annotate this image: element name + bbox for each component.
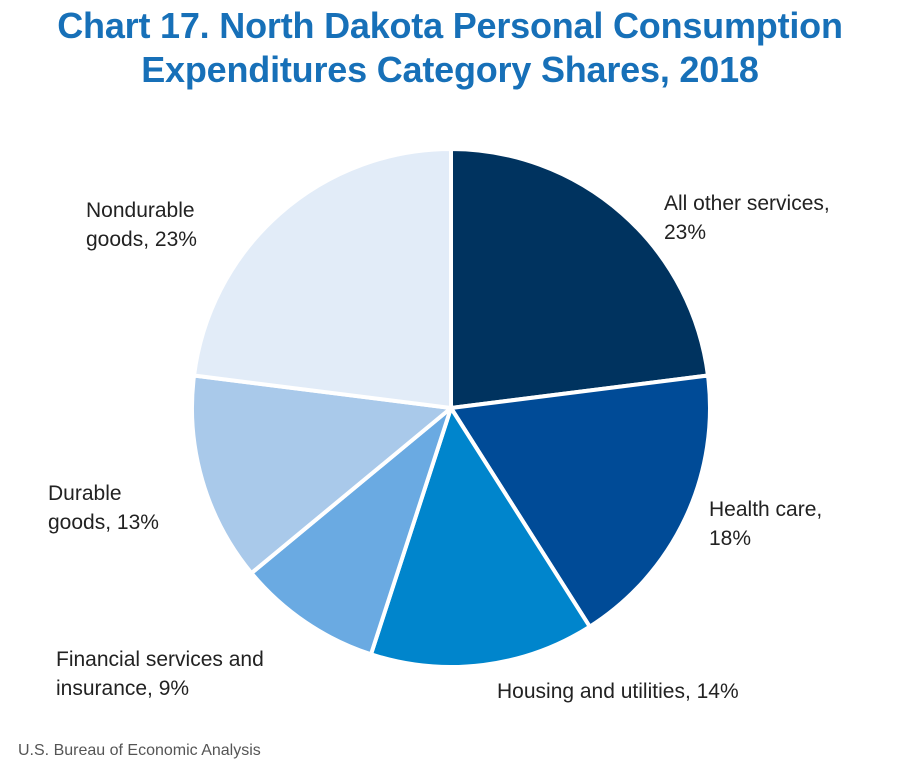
slice-label-line: goods, 13% xyxy=(48,511,159,534)
slice-label-line: All other services, xyxy=(664,192,830,215)
slice-label-line: Housing and utilities, 14% xyxy=(497,680,739,703)
pie-slice-all-other-services xyxy=(449,147,710,410)
slice-label-line: insurance, 9% xyxy=(56,677,189,700)
pie-slice-durable-goods xyxy=(190,373,453,576)
source-note: U.S. Bureau of Economic Analysis xyxy=(18,742,261,759)
chart-title-line-2: Expenditures Category Shares, 2018 xyxy=(141,49,759,90)
slice-label-nondurable-goods: Nondurable goods, 23% xyxy=(86,199,197,251)
slice-label-line: Nondurable xyxy=(86,199,195,222)
slice-label-financial-services-and-insurance: Financial services and insurance, 9% xyxy=(56,648,264,700)
chart-title: Chart 17. North Dakota Personal Consumpt… xyxy=(0,4,900,92)
slice-label-line: Durable xyxy=(48,482,122,505)
slice-label-housing-and-utilities: Housing and utilities, 14% xyxy=(497,680,739,703)
slice-label-health-care: Health care, 18% xyxy=(709,498,822,550)
pie-slice-financial-services-and-insurance xyxy=(249,406,453,657)
chart-title-line-1: Chart 17. North Dakota Personal Consumpt… xyxy=(57,5,843,46)
slice-label-line: 18% xyxy=(709,527,751,550)
slice-label-line: goods, 23% xyxy=(86,228,197,251)
slice-label-all-other-services: All other services, 23% xyxy=(664,192,830,244)
slice-label-line: 23% xyxy=(664,221,706,244)
pie-slice-health-care xyxy=(449,373,712,629)
slice-label-durable-goods: Durable goods, 13% xyxy=(48,482,159,534)
slice-label-line: Financial services and xyxy=(56,648,264,671)
pie-slice-housing-and-utilities xyxy=(368,406,592,669)
pie-slice-nondurable-goods xyxy=(192,147,453,410)
slice-label-line: Health care, xyxy=(709,498,822,521)
